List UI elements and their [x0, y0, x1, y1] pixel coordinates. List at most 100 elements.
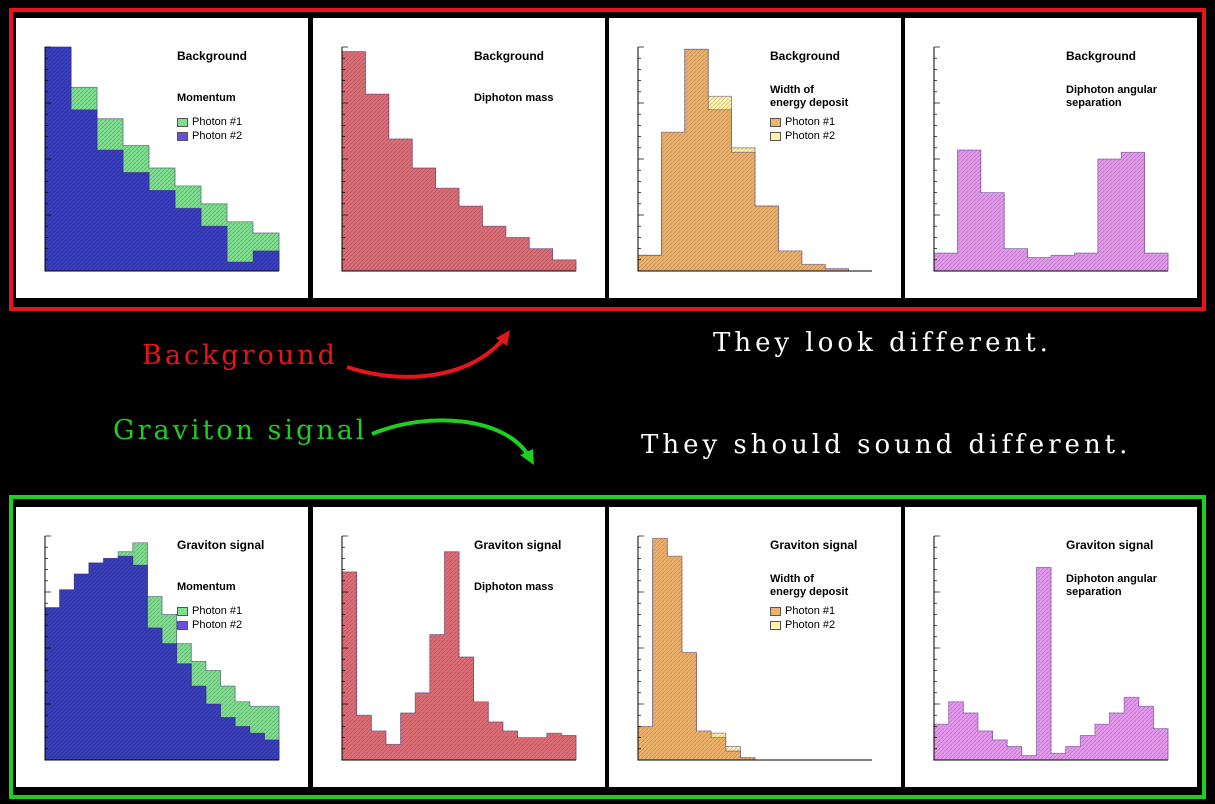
histogram-outline — [341, 551, 577, 760]
histogram-outline — [44, 46, 280, 271]
histogram-bar — [459, 656, 475, 760]
histogram-bar — [1036, 567, 1052, 760]
bg-width-panel: Background Width of energy deposit Photon … — [609, 18, 901, 298]
histogram-bar — [552, 259, 577, 271]
histogram-bar — [482, 226, 507, 271]
sound-different-caption: They should sound different. — [641, 430, 1132, 460]
signal-frame — [9, 495, 1206, 799]
legend-label: Photon #2 — [785, 130, 836, 142]
histogram-bar — [725, 751, 741, 760]
legend-swatch — [177, 606, 188, 616]
histogram-bar — [957, 150, 982, 271]
histogram-bar — [147, 627, 163, 760]
histogram-bar — [1065, 746, 1081, 760]
histogram-bar — [473, 701, 489, 760]
histogram-bar — [118, 556, 134, 760]
legend-entry: Photon #1 — [177, 604, 242, 618]
histogram-bar — [97, 150, 124, 271]
histogram-bar — [149, 190, 176, 271]
plot-subtitle: Width of energy deposit — [770, 573, 849, 598]
histogram-bar — [638, 255, 662, 271]
legend-label: Photon #1 — [785, 116, 836, 128]
histogram-bar — [264, 739, 280, 760]
histogram-bar — [1027, 257, 1052, 271]
histogram-bar — [638, 726, 654, 760]
bg-angular-histogram — [933, 46, 1169, 272]
histogram-bar — [546, 733, 562, 760]
histogram-bar — [365, 94, 390, 271]
legend-entry: Photon #1 — [177, 115, 242, 129]
legend-entry: Photon #1 — [770, 604, 835, 618]
histogram-bar — [934, 253, 958, 271]
legend-entry: Photon #1 — [770, 115, 835, 129]
histogram-bar — [123, 172, 150, 271]
histogram-bar — [532, 737, 548, 760]
plot-title: Graviton signal — [474, 538, 562, 552]
legend-swatch — [177, 117, 188, 127]
histogram-bar — [71, 109, 98, 271]
histogram-bar — [980, 192, 1005, 271]
histogram-bar — [1007, 746, 1023, 760]
plot-legend: Photon #1 Photon #2 — [770, 115, 835, 143]
histogram-bar — [948, 701, 964, 760]
histogram-bar — [1094, 724, 1110, 760]
background-frame — [9, 8, 1206, 311]
histogram-bar — [711, 737, 727, 760]
plot-title: Graviton signal — [177, 538, 265, 552]
legend-entry: Photon #2 — [770, 618, 835, 632]
plot-subtitle: Momentum — [177, 92, 236, 104]
histogram-bar — [778, 250, 803, 271]
legend-label: Photon #1 — [192, 116, 243, 128]
histogram-bar — [963, 712, 979, 760]
sig-momentum-histogram — [44, 535, 280, 761]
histogram-bar — [1080, 735, 1096, 760]
legend-entry: Photon #2 — [177, 618, 242, 632]
histogram-bar — [253, 250, 280, 271]
histogram-bar — [74, 574, 90, 760]
histogram-bar — [1109, 712, 1125, 760]
histogram-bar — [529, 248, 553, 271]
histogram-outline — [44, 46, 280, 271]
histogram-outline — [637, 48, 872, 272]
histogram-bar — [342, 571, 358, 760]
histogram-bar — [342, 51, 366, 272]
histogram-bar — [415, 692, 431, 760]
legend-swatch — [770, 620, 781, 630]
plot-title: Background — [474, 49, 545, 63]
histogram-bar — [1144, 253, 1169, 271]
histogram-bar — [227, 262, 254, 271]
histogram-bar — [162, 643, 178, 760]
legend-swatch — [177, 620, 188, 630]
bg-angular-panel: Background Diphoton angular separation — [905, 18, 1197, 298]
histogram-bar — [1121, 152, 1145, 271]
histogram-bar — [132, 565, 148, 760]
histogram-bar — [561, 735, 577, 760]
plot-title: Background — [177, 49, 248, 63]
histogram-bar — [388, 138, 413, 271]
sig-angular-histogram — [933, 535, 1169, 761]
histogram-bar — [977, 730, 993, 760]
signal-label: Graviton signal — [113, 415, 368, 446]
histogram-bar — [175, 208, 202, 271]
histogram-bar — [435, 188, 460, 271]
histogram-bar — [201, 226, 228, 271]
histogram-bar — [517, 737, 533, 760]
histogram-bar — [371, 730, 387, 760]
histogram-bar — [502, 730, 518, 760]
histogram-bar — [444, 551, 460, 760]
histogram-bar — [708, 109, 732, 271]
histogram-bar — [731, 152, 756, 271]
plot-subtitle: Diphoton angular separation — [1066, 84, 1158, 109]
histogram-bar — [459, 206, 483, 271]
plot-title: Graviton signal — [770, 538, 858, 552]
histogram-bar — [801, 264, 826, 271]
bg-momentum-panel: Background Momentum Photon #1 Photon #2 — [16, 18, 308, 298]
legend-label: Photon #2 — [785, 619, 836, 631]
look-different-caption: They look different. — [713, 328, 1052, 358]
histogram-bar — [191, 686, 207, 760]
histogram-bar — [1004, 248, 1028, 271]
sig-diphoton-mass-panel: Graviton signal Diphoton mass — [313, 507, 605, 787]
histogram-bar — [1153, 728, 1169, 760]
